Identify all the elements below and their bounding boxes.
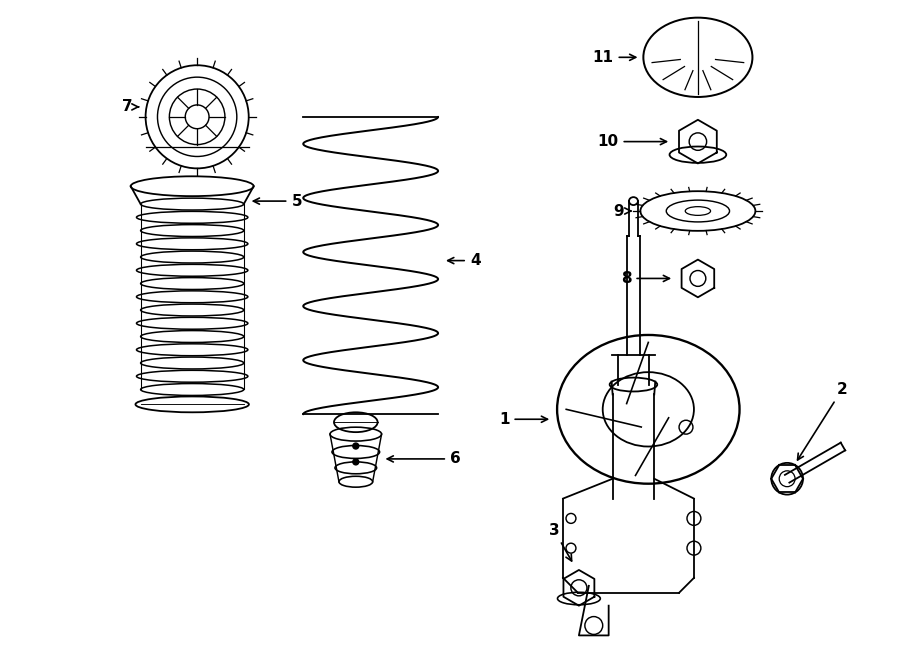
Text: 8: 8 — [621, 271, 670, 286]
Text: 5: 5 — [253, 194, 302, 209]
Text: 11: 11 — [592, 50, 635, 65]
Text: 9: 9 — [613, 204, 631, 219]
Text: 4: 4 — [447, 253, 481, 268]
Text: 3: 3 — [549, 523, 572, 561]
Text: 7: 7 — [122, 99, 139, 114]
Circle shape — [353, 459, 359, 465]
Text: 2: 2 — [797, 382, 848, 460]
Circle shape — [771, 463, 803, 494]
Text: 6: 6 — [387, 451, 461, 467]
Circle shape — [353, 443, 359, 449]
Text: 10: 10 — [598, 134, 667, 149]
Text: 1: 1 — [499, 412, 547, 427]
